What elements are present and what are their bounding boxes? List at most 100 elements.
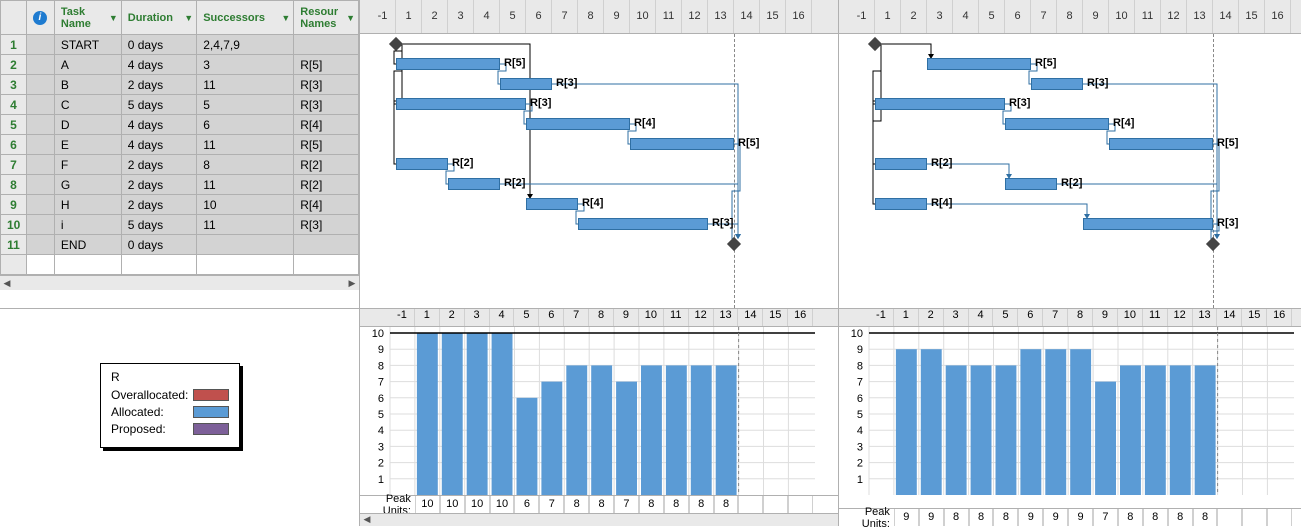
gantt-bar[interactable]: [1005, 118, 1109, 130]
cell-task-name[interactable]: START: [54, 35, 121, 55]
table-row[interactable]: 6 E4 days11R[5]: [1, 135, 359, 155]
scroll-left-icon[interactable]: ◀: [0, 278, 14, 289]
row-number[interactable]: 9: [1, 195, 27, 215]
table-row[interactable]: 11 END0 days: [1, 235, 359, 255]
table-row[interactable]: 4 C5 days5R[3]: [1, 95, 359, 115]
cell-task-name[interactable]: i: [54, 215, 121, 235]
gantt-bar[interactable]: [875, 198, 927, 210]
gantt-bar[interactable]: [875, 158, 927, 170]
cell-resource[interactable]: R[3]: [294, 95, 359, 115]
gantt-bar[interactable]: [630, 138, 734, 150]
cell-resource[interactable]: R[4]: [294, 115, 359, 135]
gantt-body[interactable]: R[5]R[3]R[3]R[4]R[5]R[2]R[2]R[4]R[3]: [839, 34, 1301, 308]
gantt-bar[interactable]: [526, 118, 630, 130]
table-row[interactable]: 10 i5 days11R[3]: [1, 215, 359, 235]
cell-resource[interactable]: R[4]: [294, 195, 359, 215]
cell-resource[interactable]: [294, 235, 359, 255]
cell-info[interactable]: [26, 195, 54, 215]
cell-info[interactable]: [26, 175, 54, 195]
cell-info[interactable]: [26, 55, 54, 75]
cell-successors[interactable]: 10: [197, 195, 294, 215]
cell-info[interactable]: [26, 75, 54, 95]
table-row[interactable]: 1 START0 days2,4,7,9: [1, 35, 359, 55]
col-resource-names[interactable]: Resour Names▼: [294, 1, 359, 35]
table-row[interactable]: 7F2 days8R[2]: [1, 155, 359, 175]
cell-successors[interactable]: 2,4,7,9: [197, 35, 294, 55]
cell-duration[interactable]: 2 days: [121, 155, 196, 175]
cell-duration[interactable]: 5 days: [121, 95, 196, 115]
cell-info[interactable]: [26, 115, 54, 135]
gantt-bar[interactable]: [396, 58, 500, 70]
scroll-left-icon[interactable]: ◀: [360, 514, 374, 526]
cell-resource[interactable]: R[3]: [294, 75, 359, 95]
cell-successors[interactable]: 3: [197, 55, 294, 75]
cell-info[interactable]: [26, 35, 54, 55]
table-scrollbar[interactable]: ◀ ▶: [0, 275, 359, 290]
col-task-name[interactable]: Task Name▼: [54, 1, 121, 35]
cell-duration[interactable]: 0 days: [121, 235, 196, 255]
cell-duration[interactable]: 4 days: [121, 55, 196, 75]
gantt-bar[interactable]: [396, 158, 448, 170]
cell-duration[interactable]: 2 days: [121, 175, 196, 195]
cell-task-name[interactable]: C: [54, 95, 121, 115]
cell-task-name[interactable]: F: [54, 155, 121, 175]
row-number[interactable]: 6: [1, 135, 27, 155]
gantt-bar[interactable]: [1031, 78, 1083, 90]
cell-resource[interactable]: R[2]: [294, 175, 359, 195]
table-row[interactable]: 2A4 days3R[5]: [1, 55, 359, 75]
gantt-bar[interactable]: [500, 78, 552, 90]
cell-info[interactable]: [26, 135, 54, 155]
col-duration[interactable]: Duration▼: [121, 1, 196, 35]
gantt-body[interactable]: R[5]R[3]R[3]R[4]R[5]R[2]R[2]R[4]R[3]: [360, 34, 838, 308]
gantt-bar[interactable]: [1005, 178, 1057, 190]
cell-info[interactable]: [26, 235, 54, 255]
cell-successors[interactable]: 11: [197, 135, 294, 155]
row-number[interactable]: 10: [1, 215, 27, 235]
gantt-bar[interactable]: [1109, 138, 1213, 150]
cell-successors[interactable]: 11: [197, 175, 294, 195]
cell-resource[interactable]: R[3]: [294, 215, 359, 235]
row-number[interactable]: 1: [1, 35, 27, 55]
cell-successors[interactable]: 5: [197, 95, 294, 115]
cell-successors[interactable]: [197, 235, 294, 255]
cell-duration[interactable]: 4 days: [121, 115, 196, 135]
row-number[interactable]: 11: [1, 235, 27, 255]
row-number[interactable]: 2: [1, 55, 27, 75]
cell-resource[interactable]: R[5]: [294, 135, 359, 155]
cell-duration[interactable]: 5 days: [121, 215, 196, 235]
cell-duration[interactable]: 0 days: [121, 35, 196, 55]
table-row[interactable]: 8G2 days11R[2]: [1, 175, 359, 195]
cell-task-name[interactable]: D: [54, 115, 121, 135]
table-row[interactable]: 9 H2 days10R[4]: [1, 195, 359, 215]
gantt-bar[interactable]: [927, 58, 1031, 70]
cell-info[interactable]: [26, 155, 54, 175]
cell-resource[interactable]: R[5]: [294, 55, 359, 75]
cell-duration[interactable]: 4 days: [121, 135, 196, 155]
cell-successors[interactable]: 11: [197, 215, 294, 235]
table-row-empty[interactable]: [1, 255, 359, 275]
task-table[interactable]: i Task Name▼ Duration▼ Successors▼ Resou…: [0, 0, 359, 275]
table-row[interactable]: 3B2 days11R[3]: [1, 75, 359, 95]
gantt-bar[interactable]: [448, 178, 500, 190]
scroll-track[interactable]: [14, 277, 345, 290]
cell-successors[interactable]: 6: [197, 115, 294, 135]
row-number[interactable]: 3: [1, 75, 27, 95]
cell-duration[interactable]: 2 days: [121, 75, 196, 95]
cell-task-name[interactable]: H: [54, 195, 121, 215]
row-number[interactable]: 5: [1, 115, 27, 135]
col-successors[interactable]: Successors▼: [197, 1, 294, 35]
col-info[interactable]: i: [26, 1, 54, 35]
gantt-bar[interactable]: [875, 98, 1005, 110]
cell-task-name[interactable]: END: [54, 235, 121, 255]
histogram-scrollbar[interactable]: ◀: [360, 513, 838, 526]
gantt-bar[interactable]: [578, 218, 708, 230]
cell-duration[interactable]: 2 days: [121, 195, 196, 215]
gantt-bar[interactable]: [1083, 218, 1213, 230]
cell-info[interactable]: [26, 95, 54, 115]
row-number[interactable]: 4: [1, 95, 27, 115]
row-number[interactable]: 8: [1, 175, 27, 195]
row-number[interactable]: 7: [1, 155, 27, 175]
gantt-bar[interactable]: [526, 198, 578, 210]
cell-task-name[interactable]: E: [54, 135, 121, 155]
cell-info[interactable]: [26, 215, 54, 235]
